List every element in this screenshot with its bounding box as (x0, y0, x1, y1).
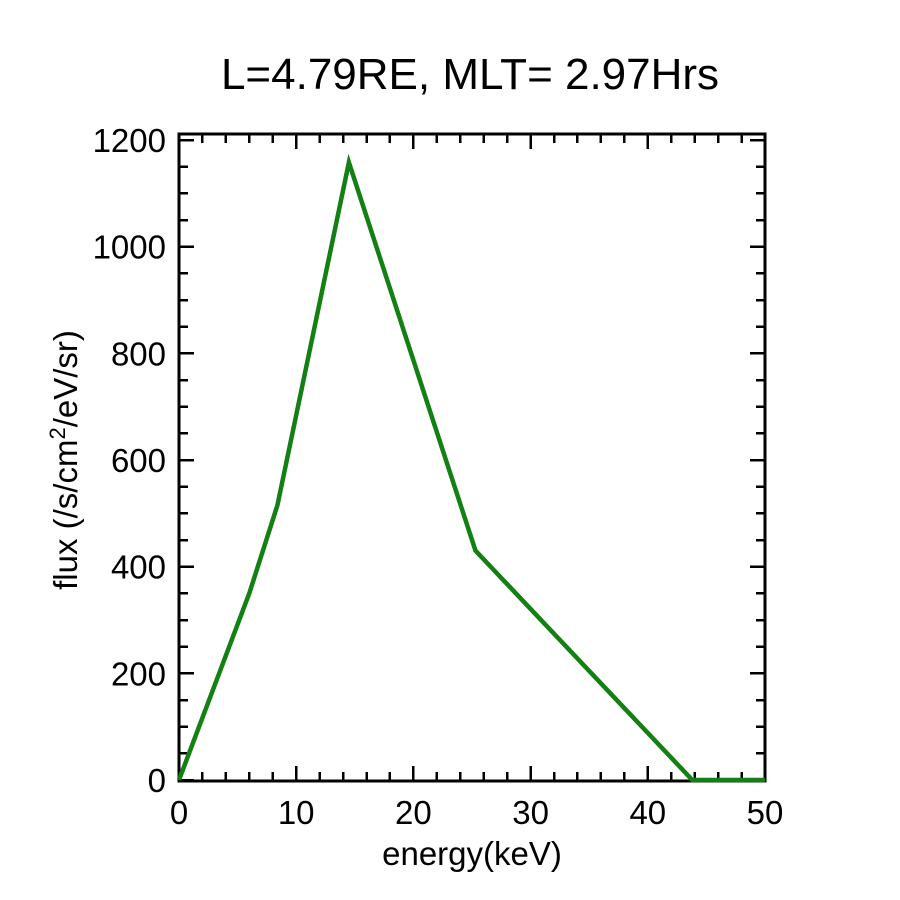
axis-ticks (177, 135, 767, 782)
y-tick-label: 1200 (93, 122, 166, 159)
x-tick-label: 0 (170, 794, 188, 831)
x-tick-label: 10 (278, 794, 315, 831)
y-tick-label: 1000 (93, 229, 166, 266)
x-tick-label: 50 (747, 794, 784, 831)
tick-labels: 0 10 20 30 40 50 0 200 400 600 800 1000 1200 (93, 122, 784, 831)
y-tick-label: 800 (111, 335, 166, 372)
y-tick-label: 600 (111, 442, 166, 479)
x-tick-label: 20 (395, 794, 432, 831)
y-tick-label: 400 (111, 549, 166, 586)
x-tick-label: 40 (629, 794, 666, 831)
plot-frame (177, 132, 767, 783)
x-tick-label: 30 (512, 794, 549, 831)
flux-line-ion-flux-spectrum (176, 153, 765, 783)
x-axis-label: energy(keV) (382, 835, 562, 872)
y-tick-label: 200 (111, 655, 166, 692)
y-tick-label: 0 (148, 762, 166, 799)
chart-title: L=4.79RE, MLT= 2.97Hrs (220, 50, 720, 99)
